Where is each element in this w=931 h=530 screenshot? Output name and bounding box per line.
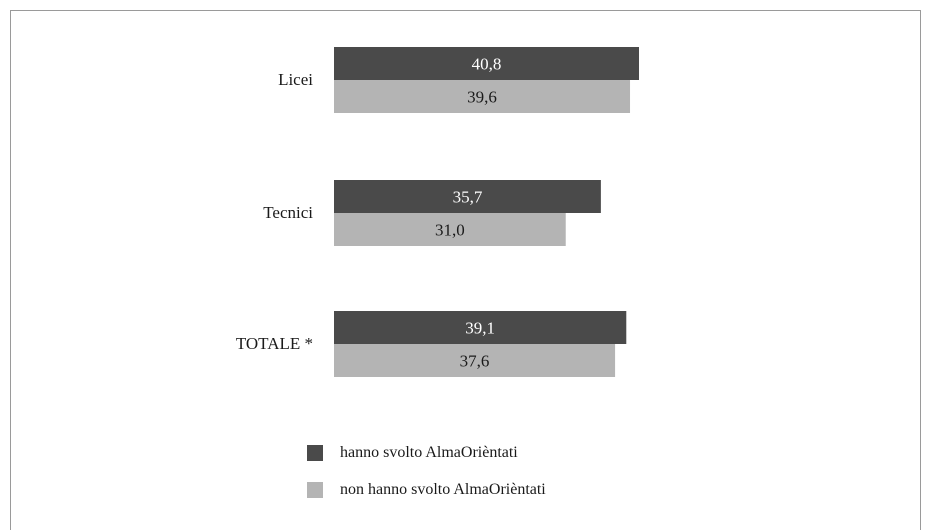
bar-with	[334, 180, 601, 213]
data-label: 40,8	[472, 55, 502, 74]
chart-frame	[10, 10, 921, 530]
legend-swatch	[307, 445, 323, 461]
category-label: Licei	[278, 70, 313, 89]
bar-without	[334, 344, 616, 377]
bar-with	[334, 47, 639, 80]
data-label: 37,6	[460, 352, 490, 371]
data-label: 35,7	[453, 188, 483, 207]
data-label: 31,0	[435, 221, 465, 240]
bar-with	[334, 311, 627, 344]
legend-label: hanno svolto AlmaOrièntati	[340, 444, 518, 461]
legend-label: non hanno svolto AlmaOrièntati	[340, 481, 546, 498]
bar-without	[334, 80, 631, 113]
data-label: 39,1	[465, 319, 495, 338]
category-label: Tecnici	[263, 203, 313, 222]
legend-swatch	[307, 482, 323, 498]
category-label: TOTALE *	[236, 334, 313, 353]
bar-without	[334, 213, 566, 246]
data-label: 39,6	[467, 88, 497, 107]
